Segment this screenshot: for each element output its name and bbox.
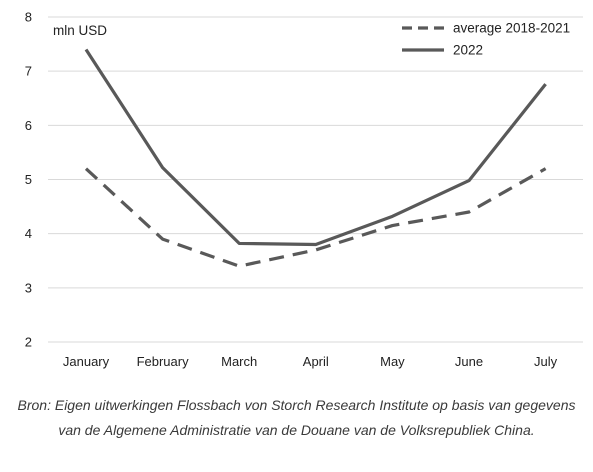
chart-area: 2 3 4 5 6 7 8 January February March April May June J… xyxy=(25,10,583,369)
y-tick-label: 5 xyxy=(25,172,32,187)
x-tick-label: February xyxy=(137,354,190,369)
y-tick-label: 6 xyxy=(25,118,32,133)
x-tick-label: January xyxy=(63,354,110,369)
source-caption: Bron: Eigen uitwerkingen Flossbach von S… xyxy=(17,397,576,438)
y-tick-label: 7 xyxy=(25,64,32,79)
x-tick-label: April xyxy=(303,354,329,369)
series-line-2022 xyxy=(84,48,547,247)
series-line-average-2018-2021 xyxy=(84,167,547,268)
y-tick-label: 2 xyxy=(25,335,32,350)
x-tick-label: July xyxy=(534,354,558,369)
x-tick-label: March xyxy=(221,354,257,369)
x-tick-label: June xyxy=(455,354,483,369)
y-tick-label: 3 xyxy=(25,280,32,295)
legend-entry-label: average 2018-2021 xyxy=(453,21,570,36)
legend-entry-label: 2022 xyxy=(453,43,483,58)
y-tick-label: 4 xyxy=(25,226,32,241)
x-tick-label: May xyxy=(380,354,405,369)
line-chart: 2 3 4 5 6 7 8 January February March April May June J… xyxy=(25,10,583,369)
y-tick-label: 8 xyxy=(25,10,32,25)
y-axis-unit-label: mln USD xyxy=(53,23,107,38)
